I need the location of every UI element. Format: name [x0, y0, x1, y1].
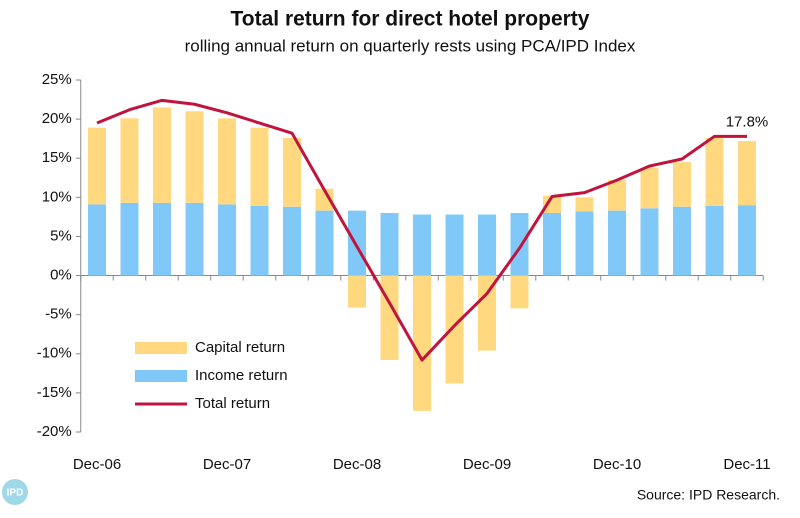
- bar: [640, 167, 659, 209]
- bar: [348, 210, 366, 276]
- x-tick-label: Dec-10: [593, 456, 641, 473]
- bar: [705, 137, 724, 206]
- bar: [478, 214, 496, 276]
- x-tick-label: Dec-06: [73, 456, 121, 473]
- logo-circle: [2, 479, 28, 505]
- bar: [738, 205, 756, 276]
- bar: [185, 111, 204, 203]
- bar: [153, 202, 171, 276]
- bar: [673, 162, 691, 207]
- bar: [250, 127, 269, 206]
- bar: [705, 205, 724, 276]
- bar: [543, 195, 561, 213]
- bar: [315, 188, 334, 211]
- logo: IPD: [7, 488, 24, 499]
- legend-swatch: [135, 370, 187, 382]
- legend-swatch: [135, 342, 187, 354]
- y-tick-label: 0%: [50, 267, 72, 284]
- x-tick-label: Dec-11: [723, 456, 770, 473]
- legend-label: Total return: [195, 395, 270, 412]
- bar: [218, 204, 236, 276]
- bar: [283, 206, 301, 276]
- bar: [510, 275, 529, 309]
- x-tick-label: Dec-08: [333, 456, 381, 473]
- source: Source: IPD Research.: [637, 487, 780, 503]
- bar: [250, 205, 269, 276]
- chart-subtitle: rolling annual return on quarterly rests…: [185, 36, 636, 55]
- bar: [120, 118, 139, 203]
- bar: [315, 210, 334, 276]
- bar: [413, 275, 431, 411]
- bar: [673, 206, 691, 276]
- y-tick-label: 15%: [42, 149, 72, 166]
- bar: [413, 214, 431, 276]
- y-tick-label: -15%: [37, 384, 72, 401]
- bar: [153, 107, 171, 203]
- bar: [283, 137, 301, 207]
- bar: [478, 275, 496, 351]
- bar: [88, 204, 106, 276]
- y-tick-label: 10%: [42, 188, 72, 205]
- bar: [608, 210, 626, 276]
- chart-title: Total return for direct hotel property: [231, 8, 590, 31]
- bar: [640, 208, 659, 276]
- bar: [543, 212, 561, 276]
- x-tick-label: Dec-09: [463, 456, 511, 473]
- legend-label: Income return: [195, 367, 288, 384]
- bar: [608, 180, 626, 211]
- bar: [445, 275, 464, 384]
- bar: [575, 211, 594, 276]
- y-tick-label: -10%: [37, 345, 72, 362]
- line: [96, 98, 747, 362]
- bar: [348, 275, 366, 308]
- x-tick-label: Dec-07: [203, 456, 251, 473]
- bar: [445, 214, 464, 276]
- bar: [380, 275, 399, 361]
- bar: [218, 118, 236, 205]
- bar: [120, 202, 139, 276]
- bar: [510, 212, 529, 276]
- bar: [575, 197, 594, 212]
- y-tick-label: -5%: [45, 306, 72, 323]
- y-tick-label: 20%: [42, 110, 72, 127]
- y-tick-label: 25%: [42, 71, 72, 88]
- legend-label: Capital return: [195, 339, 285, 356]
- bar: [185, 202, 204, 276]
- y-tick-label: -20%: [37, 423, 72, 440]
- bar: [88, 127, 106, 205]
- y-tick-label: 5%: [50, 227, 72, 244]
- bar: [738, 141, 756, 206]
- data-label: 17.8%: [726, 113, 769, 130]
- bar: [380, 212, 399, 276]
